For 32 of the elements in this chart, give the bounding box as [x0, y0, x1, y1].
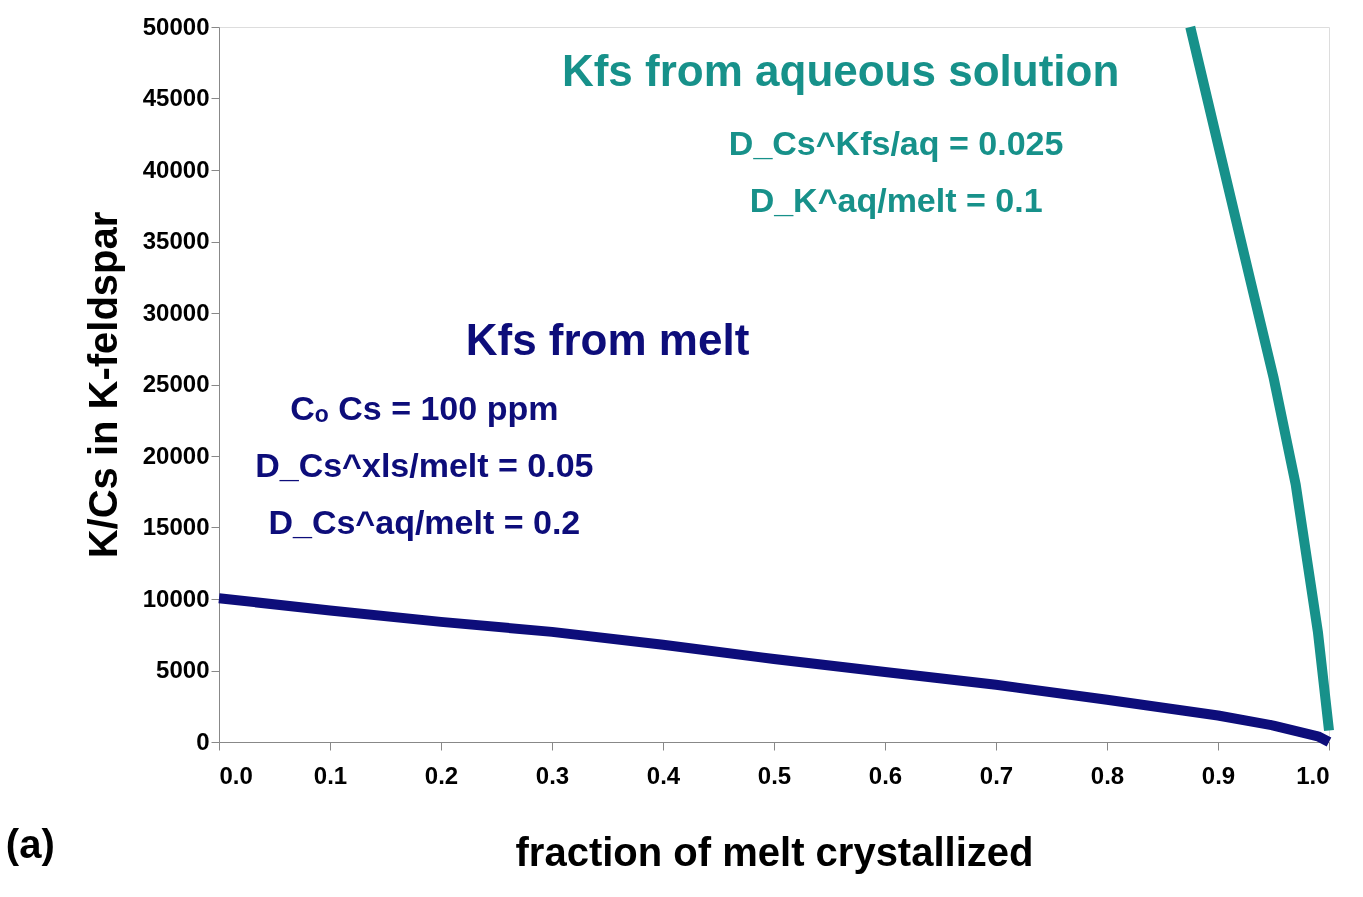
y-tick-label: 0	[196, 727, 210, 755]
x-tick-label: 0.4	[646, 761, 681, 789]
x-tick-label: 0.6	[868, 761, 903, 789]
annotation: D_Cs^xls/melt = 0.05	[255, 445, 594, 484]
x-tick-label: 0.0	[219, 761, 253, 789]
y-tick-label: 5000	[156, 656, 210, 683]
annotation: Cₒ Cs = 100 ppm	[290, 388, 559, 427]
x-tick-label: 0.2	[424, 761, 459, 789]
y-tick-label: 25000	[142, 370, 210, 397]
x-axis-title: fraction of melt crystallized	[515, 829, 1034, 874]
x-tick-label: 0.7	[979, 761, 1014, 789]
y-tick-label: 40000	[142, 155, 210, 183]
y-tick-label: 10000	[142, 584, 210, 612]
annotation: D_Cs^Kfs/aq = 0.025	[728, 123, 1064, 162]
x-tick-label: 0.3	[535, 761, 570, 789]
x-tick-label: 1.0	[1296, 761, 1330, 789]
annotation: D_Cs^aq/melt = 0.2	[268, 502, 581, 541]
annotation: D_K^aq/melt = 0.1	[749, 181, 1043, 220]
y-tick-label: 50000	[142, 12, 210, 40]
x-tick-label: 0.1	[313, 761, 348, 789]
text: Kfs from melt	[465, 314, 750, 364]
y-tick-label: 35000	[142, 227, 210, 254]
y-tick-label: 45000	[142, 84, 210, 111]
x-tick-label: 0.8	[1090, 761, 1125, 789]
y-axis-title: K/Cs in K-feldspar	[80, 211, 125, 559]
y-tick-label: 15000	[142, 513, 210, 540]
text: (a)	[5, 821, 55, 866]
x-tick-label: 0.9	[1201, 761, 1236, 789]
x-tick-label: 0.5	[757, 761, 792, 789]
series-label: Kfs from aqueous solution	[561, 46, 1120, 96]
y-tick-label: 30000	[142, 298, 210, 326]
y-tick-label: 20000	[142, 441, 210, 469]
